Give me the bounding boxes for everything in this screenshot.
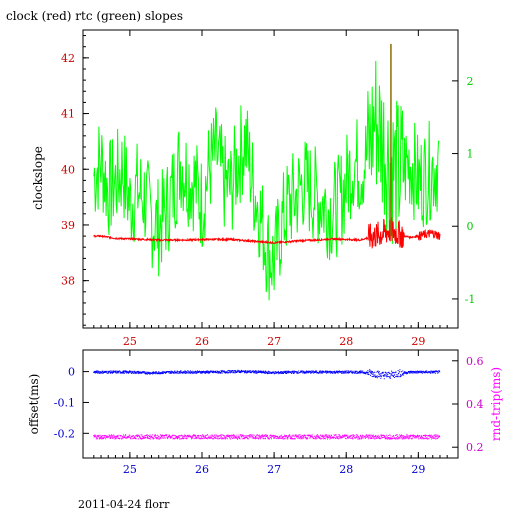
chart-title: clock (red) rtc (green) slopes [6,9,183,23]
top-y2-tick-label: 0 [467,220,474,233]
bottom-y2-tick-label: 0.4 [466,398,484,411]
bottom-x-tick-label: 26 [195,463,209,476]
top-y-tick-label: 41 [61,108,75,121]
series-roundtrip-points [93,434,441,440]
top-x-tick-label: 27 [267,335,281,348]
bottom-x-tick-label: 25 [123,463,137,476]
top-y-tick-label: 38 [61,275,75,288]
top-plot-ticks: 25 26 27 28 29 38 39 40 41 42 -1 0 1 2 [61,30,475,348]
top-ylabel: clockslope [31,146,45,210]
bottom-x-tick-label: 28 [339,463,353,476]
footer-text: 2011-04-24 florr [78,498,170,511]
bottom-y2-tick-label: 0.6 [466,355,484,368]
top-x-tick-label: 25 [123,335,137,348]
bottom-x-tick-label: 29 [411,463,425,476]
top-y2-tick-label: -1 [465,293,476,306]
top-y-tick-label: 40 [61,163,75,176]
bottom-ylabel-right: rnd-trip(ms) [489,367,503,441]
top-y2-tick-label: 2 [467,75,474,88]
top-y-tick-label: 39 [61,219,75,232]
top-x-tick-label: 28 [339,335,353,348]
top-y2-tick-label: 1 [467,148,474,161]
top-y-tick-label: 42 [61,52,75,65]
bottom-y2-tick-label: 0.2 [466,441,484,454]
bottom-y-tick-label: -0.1 [54,396,75,409]
bottom-y-tick-label: -0.2 [54,427,75,440]
bottom-y-tick-label: 0 [68,366,75,379]
top-plot-series [93,43,441,301]
bottom-plot-series [93,369,441,440]
top-plot-frame [82,29,459,329]
bottom-ylabel-left: offset(ms) [27,374,41,435]
series-offset-points [93,369,441,380]
bottom-plot-frame [82,349,459,459]
top-x-tick-label: 26 [195,335,209,348]
top-x-tick-label: 29 [411,335,425,348]
bottom-plot-ticks: 25 26 27 28 29 0 -0.1 -0.2 0.2 0.4 0.6 [54,350,484,476]
series-rtc-line [93,60,440,301]
series-clock-line [93,217,441,249]
bottom-x-tick-label: 27 [267,463,281,476]
